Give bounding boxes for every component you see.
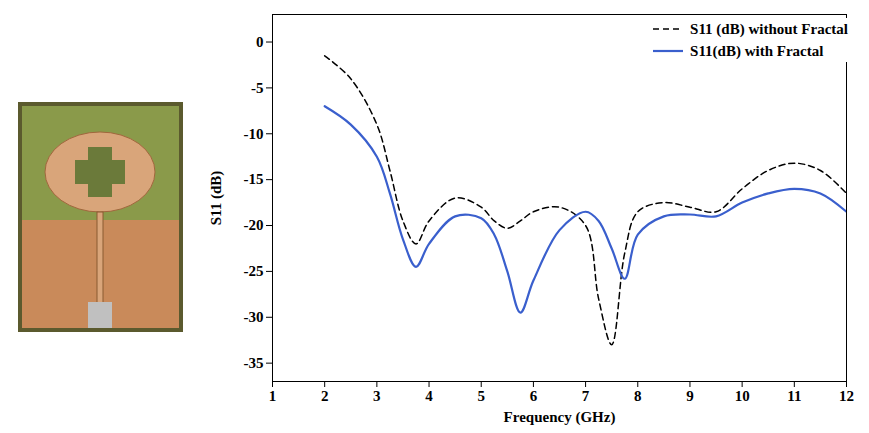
svg-text:2: 2 xyxy=(321,388,329,404)
html-text:S11 (dB) without Fractal: S11 (dB) without Fractal xyxy=(690,20,848,37)
svg-text:11: 11 xyxy=(787,388,801,404)
svg-text:-15: -15 xyxy=(244,171,264,187)
svg-text:-5: -5 xyxy=(251,80,264,96)
svg-text:12: 12 xyxy=(839,388,854,404)
svg-text:0: 0 xyxy=(256,34,264,50)
svg-text:-20: -20 xyxy=(244,217,264,233)
svg-text:-30: -30 xyxy=(244,309,264,325)
svg-text:-35: -35 xyxy=(244,355,264,371)
svg-text:5: 5 xyxy=(477,388,485,404)
svg-text:9: 9 xyxy=(686,388,694,404)
svg-text:Frequency (GHz): Frequency (GHz) xyxy=(504,409,616,426)
svg-text:4: 4 xyxy=(425,388,433,404)
svg-text:7: 7 xyxy=(582,388,590,404)
svg-text:1: 1 xyxy=(269,388,277,404)
svg-text:S11 (dB): S11 (dB) xyxy=(208,171,225,226)
svg-text:3: 3 xyxy=(373,388,381,404)
svg-text:6: 6 xyxy=(530,388,538,404)
svg-text:8: 8 xyxy=(634,388,642,404)
html-text:S11(dB) with Fractal: S11(dB) with Fractal xyxy=(690,42,824,59)
svg-text:-10: -10 xyxy=(244,126,264,142)
svg-text:-25: -25 xyxy=(244,263,264,279)
svg-text:10: 10 xyxy=(735,388,750,404)
